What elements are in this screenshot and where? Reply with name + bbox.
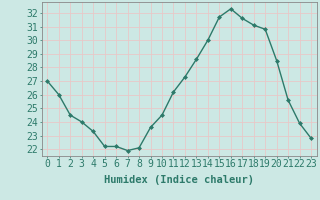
X-axis label: Humidex (Indice chaleur): Humidex (Indice chaleur): [104, 175, 254, 185]
